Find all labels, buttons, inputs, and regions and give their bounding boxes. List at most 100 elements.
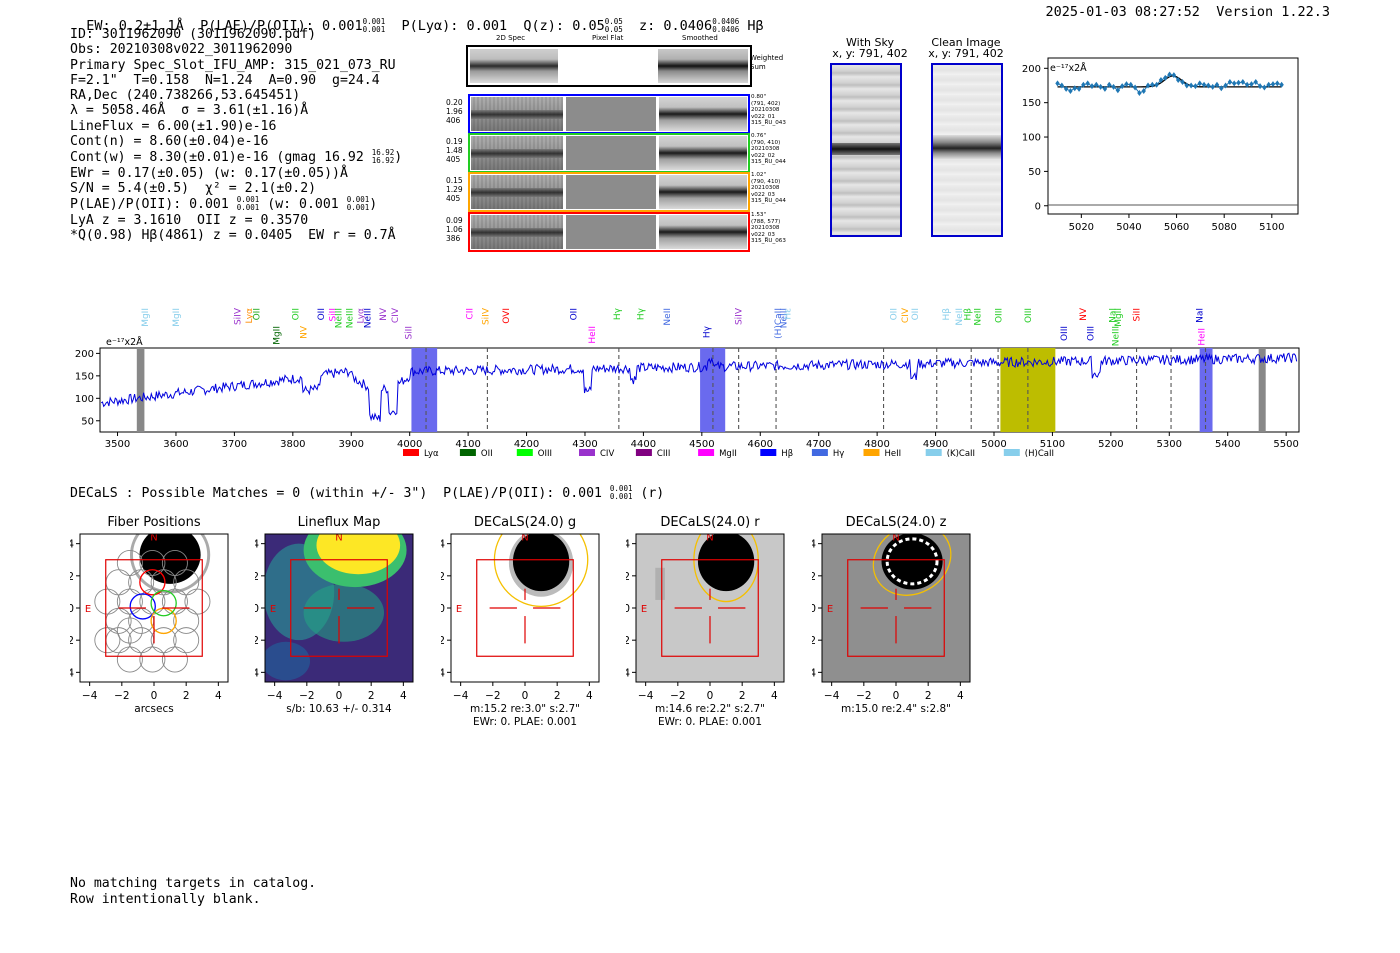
cutout-fiber-info: 1.53" (788, 577) 20210308 v022_03 315_RU_063 <box>751 212 786 245</box>
legend-label: HeII <box>885 449 902 459</box>
spectrum-ytick-label: 150 <box>75 371 94 382</box>
thumb-xtick-label: 0 <box>336 690 343 702</box>
cutout-fiber-info: 1.02" (790, 410) 20210308 v022_03 315_RU_044 <box>751 172 786 205</box>
thumb-ytick-label: 0 <box>812 603 816 615</box>
info-plae-w-close: ) <box>369 197 378 213</box>
thumb-ytick-label: 2 <box>255 571 259 583</box>
thumb-caption: s/b: 10.63 +/- 0.314 <box>286 703 392 715</box>
spectrum-xtick-label: 4600 <box>748 439 773 450</box>
thumb-caption: arcsecs <box>134 703 173 715</box>
cutout-fiber-info: 0.76" (790, 410) 20210308 v022_02 315_RU_044 <box>751 133 786 166</box>
spectrum-xtick-label: 5300 <box>1157 439 1182 450</box>
emission-line-label: NeIII <box>364 308 374 328</box>
timestamp-version: 2025-01-03 08:27:52 Version 1.22.3 <box>1046 4 1331 20</box>
lineflux-peak <box>316 534 401 575</box>
info-lineflux: LineFlux = 6.00(±1.90)e-16 <box>70 118 277 134</box>
fiber-circle <box>139 549 166 576</box>
emission-line-label: NaI <box>1109 308 1119 323</box>
legend-swatch <box>1003 449 1020 456</box>
zoom-axes-frame <box>1047 57 1299 215</box>
search-box <box>290 559 388 657</box>
legend-swatch <box>403 449 419 456</box>
info-contn: Cont(n) = 8.60(±0.04)e-16 <box>70 134 269 150</box>
zoom-data-point <box>1236 79 1241 86</box>
fiber-circle <box>116 646 143 673</box>
zoom-data-point <box>1257 83 1263 90</box>
spectrum-xtick-label: 4000 <box>397 439 422 450</box>
cutout-weight-label: 0.20 1.96 406 <box>446 98 463 125</box>
zoom-data-point <box>1145 82 1151 89</box>
emission-line-label: Hγ <box>613 307 623 320</box>
cutout-pixel-flat <box>566 97 656 131</box>
col-pixel-flat: Pixel Flat <box>592 34 624 42</box>
info-fwhm: F=2.1" T=0.158 N=1.24 A=0.90 g=24.4 <box>70 72 380 88</box>
info-plae: P(LAE)/P(OII): 0.001 0.001 0.001 (w: 0.00… <box>70 196 402 213</box>
legend-swatch <box>635 449 652 456</box>
thumb-xtick-label: 2 <box>368 690 375 702</box>
zoom-data-point <box>1214 81 1220 88</box>
east-label: E <box>456 604 462 615</box>
spectrum-xtick-label: 4100 <box>455 439 480 450</box>
emission-line-label: CIV <box>391 307 401 323</box>
lineflux-blob <box>265 641 311 681</box>
cutout-2d-trace <box>471 228 563 237</box>
header-z-hi: 0.0406 <box>712 17 740 26</box>
cutout-info-d: 1.02" <box>751 172 767 178</box>
imaging-artifact <box>655 567 665 600</box>
thumb-xtick-label: −4 <box>267 690 283 702</box>
search-box <box>661 559 759 657</box>
north-label: N <box>150 532 157 543</box>
cutout-row <box>468 172 750 212</box>
col-smoothed: Smoothed <box>682 34 718 42</box>
cutout-weight-value: 0.15 <box>446 176 463 185</box>
thumb-xtick-label: −4 <box>638 690 654 702</box>
cutout-2d-spec <box>471 175 563 209</box>
thumb-ytick-label: −2 <box>812 635 816 647</box>
zoom-ytick-label: 0 <box>1035 201 1041 212</box>
info-contw-text: Cont(w) = 8.30(±0.01)e-16 (gmag 16.92 <box>70 150 364 166</box>
cutout-info-v: v022_02 <box>751 152 775 159</box>
thumb-xtick-label: 4 <box>586 690 593 702</box>
cutout-info-date: 20210308 <box>751 185 780 192</box>
zoom-ytick-label: 200 <box>1022 64 1041 75</box>
north-label: N <box>706 532 713 543</box>
spectrum-xtick-label: 4700 <box>806 439 831 450</box>
emission-line-label: NeII <box>974 308 984 326</box>
cutout-weight-value: 0.20 <box>446 98 463 107</box>
cutout-info-date: 20210308 <box>751 107 780 114</box>
thumb-ytick-label: 4 <box>255 539 259 551</box>
legend-swatch <box>760 449 777 456</box>
spectrum-xtick-label: 5200 <box>1098 439 1123 450</box>
fiber-highlight-blue <box>129 593 156 620</box>
thumb-xtick-label: 0 <box>707 690 714 702</box>
thumb-ytick-label: −2 <box>441 635 445 647</box>
zoom-data-point <box>1158 76 1164 83</box>
fiber-circle <box>116 549 143 576</box>
thumb-caption-2: EWr: 0, PLAE: 0.001 <box>658 716 762 725</box>
spectrum-xtick-label: 4300 <box>572 439 597 450</box>
timestamp: 2025-01-03 08:27:52 <box>1045 4 1200 20</box>
emission-line-label: MgII <box>172 308 182 327</box>
spectrum-unit: e⁻¹⁷x2Å <box>106 336 143 348</box>
zoom-xtick-label: 5080 <box>1211 222 1236 233</box>
line-band-ne <box>411 348 438 432</box>
thumb-xtick-label: 2 <box>183 690 190 702</box>
info-ewr: EWr = 0.17(±0.05) (w: 0.17(±0.05))Å <box>70 165 348 181</box>
legend-label: (H)CaII <box>1025 449 1054 459</box>
clean-image-title: Clean Image x, y: 791, 402 <box>906 37 1026 59</box>
thumb-xtick-label: −2 <box>856 690 871 702</box>
weighted-sum-row <box>466 45 752 87</box>
thumb-ytick-label: 2 <box>626 571 630 583</box>
version: Version 1.22.3 <box>1216 4 1330 20</box>
fiber-circle <box>173 627 200 654</box>
search-box <box>105 559 203 657</box>
spectrum-xtick-label: 4200 <box>514 439 539 450</box>
fiber-highlight-red <box>139 569 166 596</box>
info-plae-lo: 0.001 <box>236 203 260 213</box>
catalog-message-line2: Row intentionally blank. <box>70 891 261 907</box>
emission-line-label: OII <box>569 308 579 320</box>
fiber-circle <box>184 588 211 615</box>
lineflux-blob <box>303 583 385 642</box>
emission-line-label: Lyα <box>245 308 255 324</box>
